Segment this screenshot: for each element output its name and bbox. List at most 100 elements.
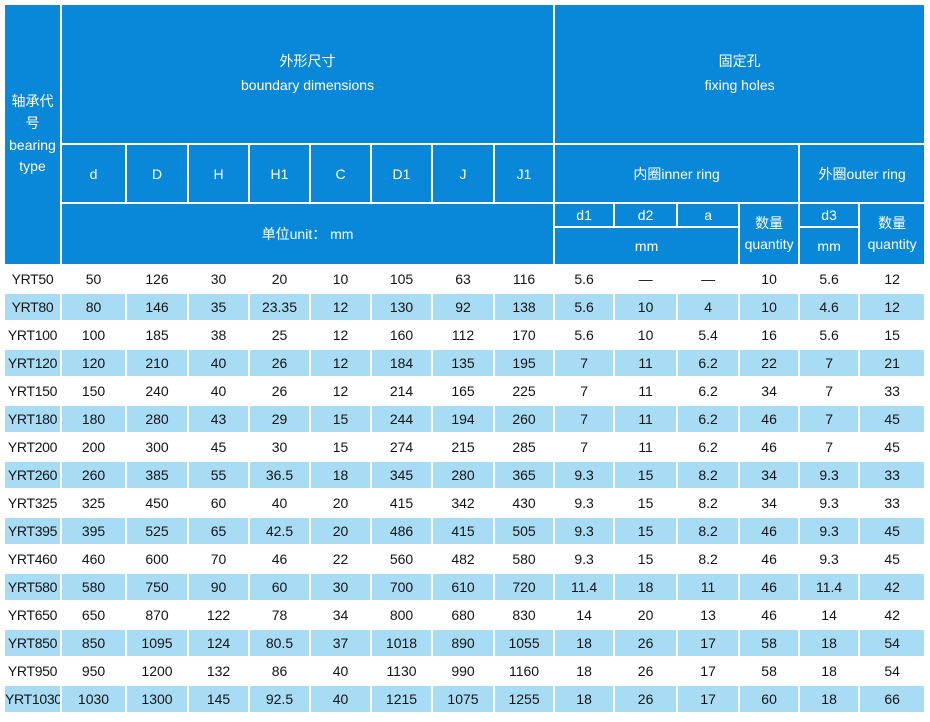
value-cell: 580 — [495, 546, 554, 572]
value-cell: 14 — [555, 602, 614, 628]
value-cell: 1075 — [433, 686, 493, 712]
value-cell: 1095 — [127, 630, 187, 656]
value-cell: 18 — [615, 574, 677, 600]
value-cell: 8.2 — [678, 518, 739, 544]
value-cell: 16 — [740, 322, 799, 348]
value-cell: 46 — [740, 574, 799, 600]
value-cell: 9.3 — [555, 546, 614, 572]
bearing-spec-table: 轴承代号 bearing type 外形尺寸 boundary dimensio… — [3, 3, 926, 714]
value-cell: 385 — [127, 462, 187, 488]
value-cell: 5.6 — [800, 266, 859, 292]
value-cell: 4.6 — [800, 294, 859, 320]
value-cell: 60 — [740, 686, 799, 712]
value-cell: 11 — [615, 406, 677, 432]
bearing-type-header: 轴承代号 bearing type — [5, 5, 60, 264]
value-cell: 40 — [189, 378, 248, 404]
value-cell: 43 — [189, 406, 248, 432]
value-cell: 21 — [860, 350, 925, 376]
table-row: YRT580 580 750 90 60 30 700 610 720 11.4 18 11 46 11.… — [5, 574, 925, 600]
value-cell: 9.3 — [800, 546, 859, 572]
value-cell: 460 — [62, 546, 125, 572]
value-cell: 34 — [740, 462, 799, 488]
value-cell: 92.5 — [250, 686, 309, 712]
value-cell: 650 — [62, 602, 125, 628]
value-cell: 11 — [615, 378, 677, 404]
value-cell: 46 — [740, 518, 799, 544]
value-cell: 9.3 — [800, 490, 859, 516]
value-cell: 9.3 — [555, 518, 614, 544]
value-cell: 30 — [189, 266, 248, 292]
col-header-H: H — [189, 145, 248, 202]
bearing-type-cell: YRT150 — [5, 378, 60, 404]
value-cell: 8.2 — [678, 462, 739, 488]
table-row: YRT395 395 525 65 42.5 20 486 415 505 9.3 15 8.2 46 9… — [5, 518, 925, 544]
value-cell: 11 — [678, 574, 739, 600]
value-cell: 26 — [615, 658, 677, 684]
bearing-type-cell: YRT100 — [5, 322, 60, 348]
value-cell: 105 — [372, 266, 431, 292]
value-cell: 12 — [311, 350, 370, 376]
value-cell: 6.2 — [678, 434, 739, 460]
value-cell: 86 — [250, 658, 309, 684]
value-cell: 42.5 — [250, 518, 309, 544]
value-cell: 80 — [62, 294, 125, 320]
value-cell: 26 — [250, 378, 309, 404]
value-cell: 870 — [127, 602, 187, 628]
value-cell: 37 — [311, 630, 370, 656]
value-cell: 10 — [615, 294, 677, 320]
bearing-type-cell: YRT50 — [5, 266, 60, 292]
value-cell: 415 — [372, 490, 431, 516]
value-cell: 25 — [250, 322, 309, 348]
outer-mm-header: mm — [800, 228, 859, 264]
value-cell: 244 — [372, 406, 431, 432]
bearing-type-cell: YRT180 — [5, 406, 60, 432]
value-cell: 34 — [740, 378, 799, 404]
value-cell: 10 — [740, 294, 799, 320]
value-cell: 46 — [250, 546, 309, 572]
value-cell: 10 — [615, 322, 677, 348]
value-cell: 274 — [372, 434, 431, 460]
value-cell: 195 — [495, 350, 554, 376]
value-cell: 63 — [433, 266, 493, 292]
value-cell: 46 — [740, 602, 799, 628]
value-cell: 415 — [433, 518, 493, 544]
value-cell: 17 — [678, 686, 739, 712]
value-cell: 80.5 — [250, 630, 309, 656]
value-cell: 18 — [555, 630, 614, 656]
value-cell: 116 — [495, 266, 554, 292]
bearing-type-cell: YRT950 — [5, 658, 60, 684]
value-cell: 180 — [62, 406, 125, 432]
value-cell: 6.2 — [678, 378, 739, 404]
value-cell: — — [615, 266, 677, 292]
value-cell: 215 — [433, 434, 493, 460]
value-cell: 325 — [62, 490, 125, 516]
value-cell: 6.2 — [678, 406, 739, 432]
value-cell: 20 — [311, 490, 370, 516]
col-header-H1: H1 — [250, 145, 309, 202]
value-cell: 6.2 — [678, 350, 739, 376]
table-row: YRT80 80 146 35 23.35 12 130 92 138 5.6 10 4 10 4.6 12 — [5, 294, 925, 320]
value-cell: 4 — [678, 294, 739, 320]
bearing-type-cell: YRT395 — [5, 518, 60, 544]
value-cell: 10 — [311, 266, 370, 292]
col-header-J: J — [433, 145, 493, 202]
value-cell: 280 — [127, 406, 187, 432]
value-cell: 30 — [250, 434, 309, 460]
value-cell: 29 — [250, 406, 309, 432]
value-cell: 15 — [860, 322, 925, 348]
value-cell: 23.35 — [250, 294, 309, 320]
value-cell: 46 — [740, 406, 799, 432]
value-cell: 430 — [495, 490, 554, 516]
value-cell: 70 — [189, 546, 248, 572]
value-cell: 20 — [311, 518, 370, 544]
value-cell: 20 — [250, 266, 309, 292]
value-cell: 18 — [800, 630, 859, 656]
value-cell: 7 — [555, 350, 614, 376]
bearing-type-cell: YRT650 — [5, 602, 60, 628]
value-cell: 15 — [311, 434, 370, 460]
value-cell: 78 — [250, 602, 309, 628]
table-row: YRT325 325 450 60 40 20 415 342 430 9.3 15 8.2 34 9.3… — [5, 490, 925, 516]
value-cell: 9.3 — [800, 518, 859, 544]
value-cell: 365 — [495, 462, 554, 488]
value-cell: 45 — [860, 434, 925, 460]
